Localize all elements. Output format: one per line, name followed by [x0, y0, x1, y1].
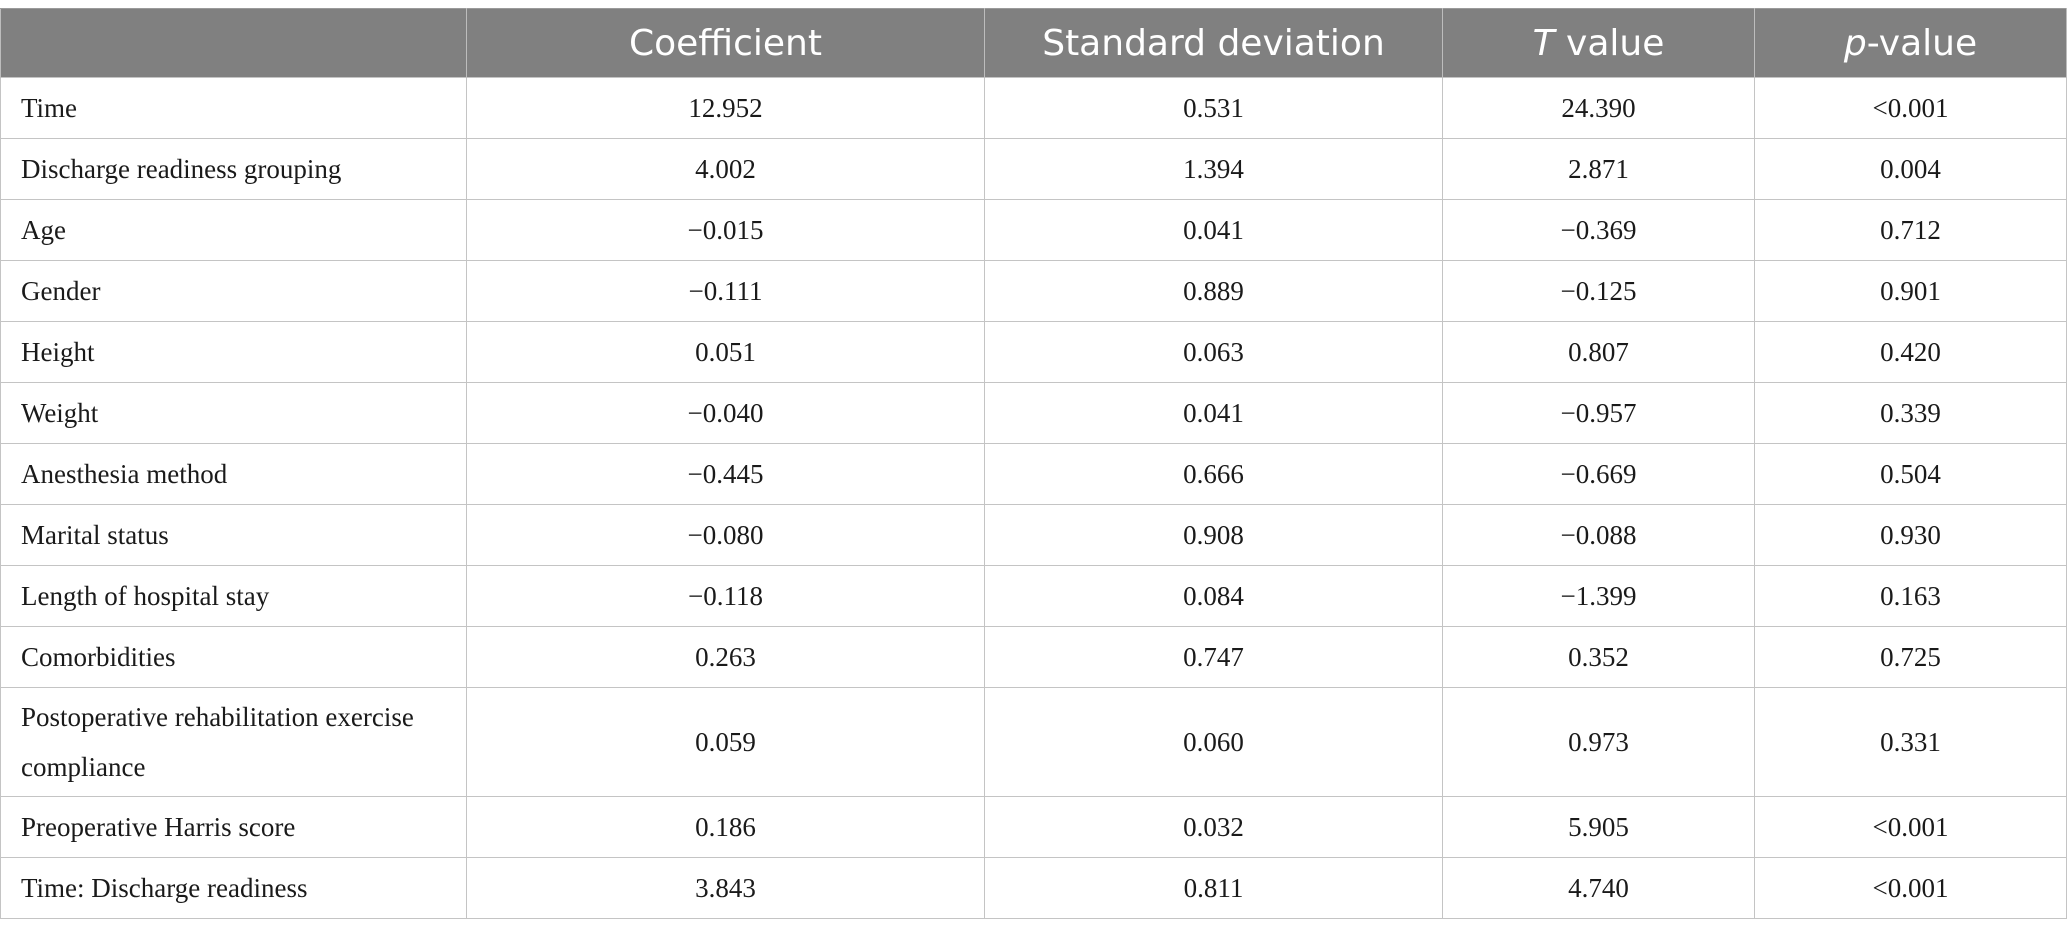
table-row: Anesthesia method −0.445 0.666 −0.669 0.… [0, 443, 2067, 505]
cell-coefficient: 4.002 [466, 138, 985, 200]
cell-coefficient: −0.040 [466, 382, 985, 444]
header-coefficient: Coefficient [466, 8, 985, 78]
row-label: Length of hospital stay [0, 565, 467, 627]
cell-p-value: 0.163 [1754, 565, 2067, 627]
cell-standard-deviation: 0.666 [984, 443, 1443, 505]
cell-coefficient: −0.080 [466, 504, 985, 566]
header-t-italic: T [1532, 22, 1555, 64]
cell-coefficient: −0.015 [466, 199, 985, 261]
cell-coefficient: 12.952 [466, 77, 985, 139]
table-row: Discharge readiness grouping 4.002 1.394… [0, 138, 2067, 200]
cell-standard-deviation: 1.394 [984, 138, 1443, 200]
cell-coefficient: −0.118 [466, 565, 985, 627]
cell-coefficient: 0.051 [466, 321, 985, 383]
cell-standard-deviation: 0.060 [984, 687, 1443, 797]
cell-p-value: <0.001 [1754, 857, 2067, 919]
cell-standard-deviation: 0.041 [984, 382, 1443, 444]
header-t-rest: value [1554, 22, 1665, 64]
header-row: Coefficient Standard deviation T value p… [0, 8, 2067, 78]
table-body: Time 12.952 0.531 24.390 <0.001 Discharg… [0, 77, 2067, 919]
row-label: Comorbidities [0, 626, 467, 688]
cell-p-value: 0.725 [1754, 626, 2067, 688]
row-label: Age [0, 199, 467, 261]
header-p-value: p-value [1754, 8, 2067, 78]
cell-standard-deviation: 0.531 [984, 77, 1443, 139]
header-variable [0, 8, 467, 78]
row-label: Height [0, 321, 467, 383]
cell-t-value: −0.125 [1442, 260, 1755, 322]
cell-t-value: −1.399 [1442, 565, 1755, 627]
cell-standard-deviation: 0.063 [984, 321, 1443, 383]
cell-coefficient: −0.111 [466, 260, 985, 322]
cell-p-value: 0.420 [1754, 321, 2067, 383]
cell-p-value: <0.001 [1754, 77, 2067, 139]
cell-coefficient: 0.059 [466, 687, 985, 797]
cell-t-value: 5.905 [1442, 796, 1755, 858]
table-row: Time: Discharge readiness 3.843 0.811 4.… [0, 857, 2067, 919]
cell-t-value: 0.973 [1442, 687, 1755, 797]
regression-table-container: Coefficient Standard deviation T value p… [0, 8, 2067, 919]
row-label: Time: Discharge readiness [0, 857, 467, 919]
table-row: Length of hospital stay −0.118 0.084 −1.… [0, 565, 2067, 627]
cell-standard-deviation: 0.032 [984, 796, 1443, 858]
cell-t-value: 0.352 [1442, 626, 1755, 688]
cell-t-value: −0.369 [1442, 199, 1755, 261]
cell-p-value: 0.339 [1754, 382, 2067, 444]
row-label: Weight [0, 382, 467, 444]
table-row: Marital status −0.080 0.908 −0.088 0.930 [0, 504, 2067, 566]
table-row: Postoperative rehabilitation exercise co… [0, 687, 2067, 797]
header-t-value: T value [1442, 8, 1755, 78]
row-label: Preoperative Harris score [0, 796, 467, 858]
header-p-rest: -value [1866, 22, 1978, 64]
cell-standard-deviation: 0.889 [984, 260, 1443, 322]
cell-p-value: 0.331 [1754, 687, 2067, 797]
cell-t-value: 4.740 [1442, 857, 1755, 919]
row-label: Postoperative rehabilitation exercise co… [0, 687, 467, 797]
row-label: Anesthesia method [0, 443, 467, 505]
header-p-italic: p [1843, 22, 1867, 64]
table-header: Coefficient Standard deviation T value p… [0, 8, 2067, 78]
cell-p-value: 0.504 [1754, 443, 2067, 505]
cell-p-value: 0.930 [1754, 504, 2067, 566]
cell-t-value: 2.871 [1442, 138, 1755, 200]
cell-t-value: −0.957 [1442, 382, 1755, 444]
regression-results-table: Coefficient Standard deviation T value p… [0, 8, 2067, 919]
cell-t-value: 0.807 [1442, 321, 1755, 383]
row-label: Time [0, 77, 467, 139]
cell-t-value: −0.669 [1442, 443, 1755, 505]
cell-standard-deviation: 0.811 [984, 857, 1443, 919]
table-row: Age −0.015 0.041 −0.369 0.712 [0, 199, 2067, 261]
header-standard-deviation: Standard deviation [984, 8, 1443, 78]
table-row: Time 12.952 0.531 24.390 <0.001 [0, 77, 2067, 139]
row-label: Marital status [0, 504, 467, 566]
table-row: Comorbidities 0.263 0.747 0.352 0.725 [0, 626, 2067, 688]
cell-coefficient: 0.186 [466, 796, 985, 858]
cell-t-value: 24.390 [1442, 77, 1755, 139]
table-row: Weight −0.040 0.041 −0.957 0.339 [0, 382, 2067, 444]
cell-standard-deviation: 0.908 [984, 504, 1443, 566]
table-row: Gender −0.111 0.889 −0.125 0.901 [0, 260, 2067, 322]
cell-p-value: 0.004 [1754, 138, 2067, 200]
cell-standard-deviation: 0.084 [984, 565, 1443, 627]
table-row: Height 0.051 0.063 0.807 0.420 [0, 321, 2067, 383]
cell-coefficient: −0.445 [466, 443, 985, 505]
cell-coefficient: 0.263 [466, 626, 985, 688]
table-row: Preoperative Harris score 0.186 0.032 5.… [0, 796, 2067, 858]
cell-standard-deviation: 0.747 [984, 626, 1443, 688]
cell-coefficient: 3.843 [466, 857, 985, 919]
row-label: Gender [0, 260, 467, 322]
cell-p-value: 0.712 [1754, 199, 2067, 261]
cell-p-value: <0.001 [1754, 796, 2067, 858]
cell-t-value: −0.088 [1442, 504, 1755, 566]
cell-standard-deviation: 0.041 [984, 199, 1443, 261]
row-label: Discharge readiness grouping [0, 138, 467, 200]
cell-p-value: 0.901 [1754, 260, 2067, 322]
